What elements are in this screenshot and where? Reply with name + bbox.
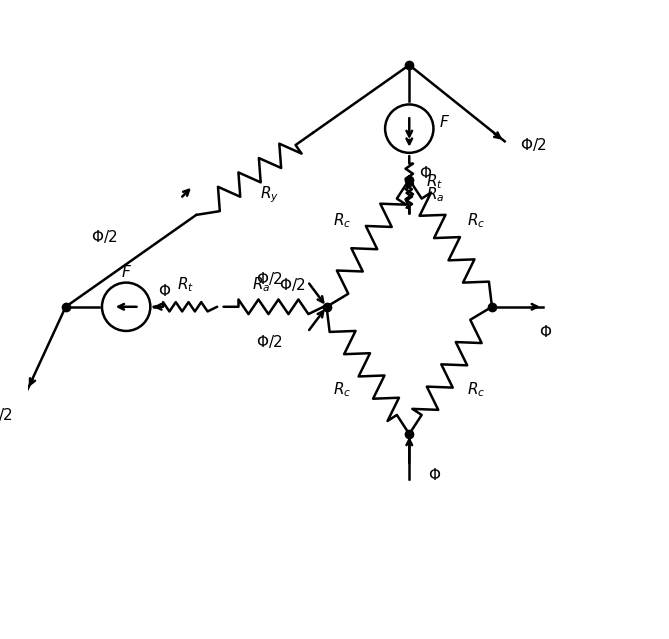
Text: $\Phi/2$: $\Phi/2$	[256, 270, 283, 287]
Text: $R_c$: $R_c$	[467, 212, 485, 230]
Text: $R_t$: $R_t$	[426, 172, 444, 191]
Text: $R_t$: $R_t$	[177, 275, 194, 294]
Text: $R_y$: $R_y$	[260, 184, 279, 205]
Text: $R_c$: $R_c$	[333, 212, 352, 230]
Text: $\Phi$: $\Phi$	[539, 324, 553, 340]
Text: $R_a$: $R_a$	[252, 275, 270, 294]
Text: $R_c$: $R_c$	[333, 380, 352, 399]
Text: $\Phi/2$: $\Phi/2$	[279, 276, 306, 293]
Text: $\Phi$: $\Phi$	[158, 283, 171, 299]
Text: $\Phi/2$: $\Phi/2$	[90, 228, 117, 245]
Text: $\Phi/2$: $\Phi/2$	[0, 406, 12, 424]
Text: $\Phi/2$: $\Phi/2$	[256, 334, 283, 350]
Text: $R_a$: $R_a$	[425, 185, 444, 204]
Text: $F$: $F$	[439, 114, 450, 130]
Text: $\Phi/2$: $\Phi/2$	[520, 136, 547, 153]
Text: $R_c$: $R_c$	[467, 380, 485, 399]
Text: $F$: $F$	[120, 264, 132, 280]
Text: $\Phi$: $\Phi$	[428, 467, 442, 483]
Text: $\Phi$: $\Phi$	[419, 165, 432, 181]
